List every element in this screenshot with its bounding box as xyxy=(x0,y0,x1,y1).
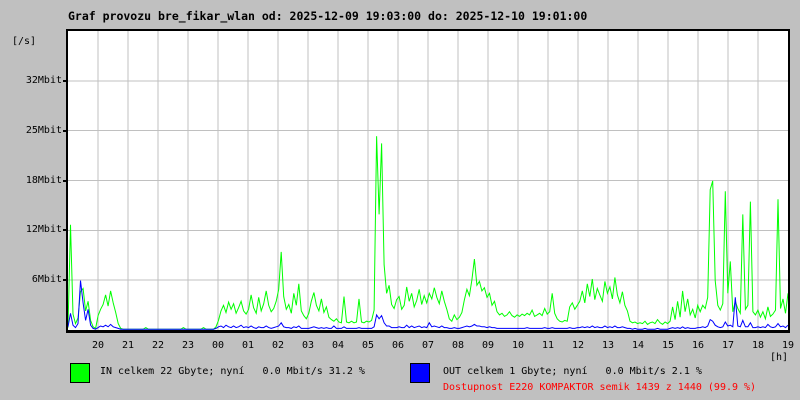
x-tick-label: 18 xyxy=(751,340,765,351)
y-tick-label: 12Mbit xyxy=(25,224,62,236)
y-tick-mark xyxy=(63,79,68,82)
x-tick-label: 05 xyxy=(361,340,375,351)
y-tick-label: 6Mbit xyxy=(31,274,62,286)
x-tick-label: 21 xyxy=(121,340,135,351)
availability-text: Dostupnost E220 KOMPAKTOR semik 1439 z 1… xyxy=(443,382,757,393)
y-tick-label: 32Mbit xyxy=(25,74,62,86)
graph-title: Graf provozu bre_fikar_wlan od: 2025-12-… xyxy=(68,9,588,23)
y-tick-mark xyxy=(63,129,68,132)
out-series-line xyxy=(68,280,788,330)
y-tick-mark xyxy=(63,179,68,182)
x-tick-label: 11 xyxy=(541,340,555,351)
x-axis-unit-label: [h] xyxy=(769,352,788,363)
x-tick-label: 00 xyxy=(211,340,225,351)
x-tick-label: 01 xyxy=(241,340,255,351)
gridlines xyxy=(68,31,788,330)
y-tick-mark xyxy=(63,279,68,282)
y-axis-unit-label: [/s] xyxy=(12,36,37,47)
y-tick-mark xyxy=(63,229,68,232)
x-tick-label: 10 xyxy=(511,340,525,351)
y-tick-label: 18Mbit xyxy=(25,174,62,186)
x-tick-label: 15 xyxy=(661,340,675,351)
x-tick-label: 13 xyxy=(601,340,615,351)
x-tick-label: 04 xyxy=(331,340,345,351)
x-tick-label: 12 xyxy=(571,340,585,351)
chart-svg xyxy=(68,31,788,330)
out-legend-swatch xyxy=(410,363,430,383)
x-tick-label: 23 xyxy=(181,340,195,351)
out-legend-label: OUT celkem 1 Gbyte; nyní 0.0 Mbit/s 2.1 … xyxy=(443,366,702,377)
in-legend-label: IN celkem 22 Gbyte; nyní 0.0 Mbit/s 31.2… xyxy=(100,366,365,377)
in-legend-swatch xyxy=(70,363,90,383)
x-tick-label: 17 xyxy=(721,340,735,351)
x-tick-label: 07 xyxy=(421,340,435,351)
x-tick-label: 20 xyxy=(91,340,105,351)
x-tick-label: 22 xyxy=(151,340,165,351)
x-tick-label: 16 xyxy=(691,340,705,351)
x-tick-label: 06 xyxy=(391,340,405,351)
x-tick-label: 09 xyxy=(481,340,495,351)
chart-plot-area xyxy=(66,29,790,333)
x-tick-label: 19 xyxy=(781,340,795,351)
y-tick-label: 25Mbit xyxy=(25,124,62,136)
x-tick-label: 02 xyxy=(271,340,285,351)
x-tick-label: 14 xyxy=(631,340,645,351)
x-tick-label: 08 xyxy=(451,340,465,351)
x-tick-label: 03 xyxy=(301,340,315,351)
